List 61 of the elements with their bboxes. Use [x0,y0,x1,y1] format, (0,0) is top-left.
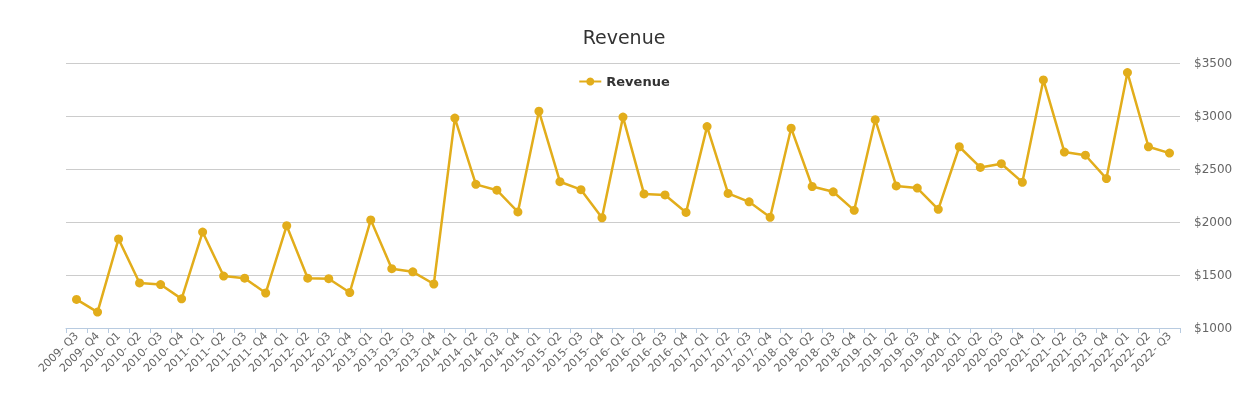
point [1143,142,1153,152]
point [639,189,649,199]
point [555,177,565,187]
point [786,123,796,133]
point [681,207,691,217]
point [576,185,586,195]
point [975,162,985,172]
y-tick-label: $1000 [1194,321,1233,335]
point [156,280,166,290]
chart-title: Revenue [582,25,666,48]
point [807,181,817,191]
point [933,204,943,214]
point [1122,68,1132,78]
point [261,288,271,298]
y-tick-label: $2000 [1194,215,1233,229]
point [744,197,754,207]
point [387,264,397,274]
point [429,279,439,289]
point [492,185,502,195]
point [996,159,1006,169]
point [471,179,481,189]
point [597,213,607,223]
point [1165,148,1174,158]
point [240,273,250,283]
point [912,183,922,193]
legend-label: Revenue [606,74,670,89]
point [1038,75,1048,85]
point [450,113,460,123]
y-tick-label: $2500 [1194,162,1233,176]
point [891,181,901,191]
point [870,115,880,125]
point [723,188,733,198]
point [534,106,544,116]
point [219,271,229,281]
point [366,215,376,225]
point [1059,147,1069,157]
point [849,205,859,215]
point [765,212,775,222]
point [954,142,964,152]
point [198,227,208,237]
point [828,187,838,197]
point [618,112,628,122]
point [303,273,313,283]
point [1101,174,1111,184]
point [93,307,103,317]
point [135,278,145,288]
point [1080,150,1090,160]
point [282,221,292,231]
point [114,234,124,244]
y-tick-label: $3000 [1194,109,1233,123]
point [72,294,82,304]
point [1017,177,1027,187]
point [660,190,670,200]
point [408,267,418,277]
y-tick-label: $1500 [1194,268,1233,282]
point [702,122,712,132]
point [324,274,334,284]
point [513,207,523,217]
point [177,294,187,304]
point [345,287,355,297]
y-tick-label: $3500 [1194,56,1233,70]
